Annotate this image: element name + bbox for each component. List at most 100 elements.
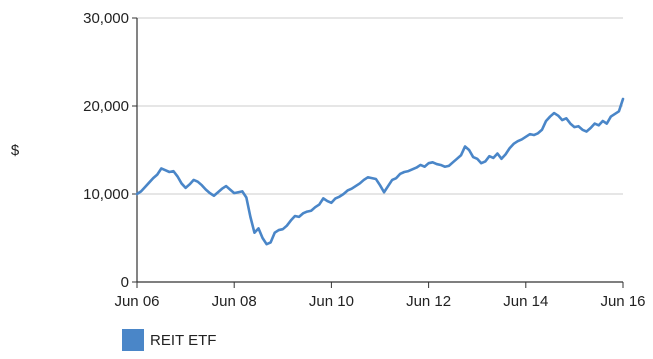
data-point (144, 186, 146, 188)
y-tick-label: 10,000 (83, 186, 129, 203)
data-point (577, 125, 579, 127)
data-point (440, 164, 442, 166)
data-point (351, 188, 353, 190)
data-point (573, 126, 575, 128)
data-point (298, 216, 300, 218)
data-point (383, 191, 385, 193)
data-point (245, 197, 247, 199)
data-point (294, 215, 296, 217)
data-point (545, 120, 547, 122)
data-point (140, 190, 142, 192)
x-tick-label: Jun 10 (309, 293, 354, 310)
data-point (395, 177, 397, 179)
data-point (136, 193, 138, 195)
data-point (306, 211, 308, 213)
data-point (302, 212, 304, 214)
data-point (618, 110, 620, 112)
x-tick-label: Jun 16 (600, 293, 645, 310)
data-point (411, 168, 413, 170)
data-point (233, 192, 235, 194)
data-point (594, 123, 596, 125)
data-point (496, 153, 498, 155)
data-point (177, 175, 179, 177)
data-point (509, 147, 511, 149)
data-point (525, 136, 527, 138)
data-point (168, 171, 170, 173)
data-point (258, 227, 260, 229)
data-point (343, 193, 345, 195)
data-point (456, 158, 458, 160)
data-point (160, 167, 162, 169)
data-point (541, 129, 543, 131)
data-point (347, 189, 349, 191)
data-point (185, 187, 187, 189)
data-point (399, 173, 401, 175)
data-point (318, 204, 320, 206)
data-point (355, 185, 357, 187)
data-point (326, 200, 328, 202)
data-point (476, 158, 478, 160)
data-point (557, 115, 559, 117)
data-point (213, 195, 215, 197)
data-point (460, 154, 462, 156)
data-point (209, 192, 211, 194)
data-point (606, 123, 608, 125)
data-point (371, 177, 373, 179)
data-point (322, 197, 324, 199)
data-point (452, 161, 454, 163)
data-point (339, 196, 341, 198)
data-point (501, 158, 503, 160)
data-point (193, 179, 195, 181)
data-point (529, 133, 531, 135)
data-point (505, 153, 507, 155)
data-point (391, 179, 393, 181)
data-point (330, 202, 332, 204)
data-point (590, 127, 592, 129)
data-point (407, 170, 409, 172)
data-point (282, 228, 284, 230)
data-point (480, 162, 482, 164)
data-point (468, 149, 470, 151)
data-point (553, 112, 555, 114)
data-point (375, 178, 377, 180)
data-point (565, 117, 567, 119)
data-point (205, 189, 207, 191)
data-point (274, 232, 276, 234)
data-point (622, 98, 624, 100)
data-point (582, 129, 584, 131)
data-point (172, 170, 174, 172)
data-point (610, 116, 612, 118)
data-point (237, 191, 239, 193)
data-point (241, 190, 243, 192)
data-point (513, 143, 515, 145)
data-point (367, 176, 369, 178)
y-tick-label: 30,000 (83, 10, 129, 27)
data-point (334, 197, 336, 199)
data-point (286, 225, 288, 227)
data-point (415, 167, 417, 169)
data-point (432, 161, 434, 163)
data-point (420, 164, 422, 166)
data-point (602, 120, 604, 122)
data-point (197, 181, 199, 183)
data-point (428, 162, 430, 164)
data-point (387, 185, 389, 187)
data-point (549, 116, 551, 118)
data-point (379, 184, 381, 186)
data-point (436, 163, 438, 165)
data-point (262, 237, 264, 239)
data-point (221, 188, 223, 190)
data-point (225, 185, 227, 187)
y-tick-label: 20,000 (83, 98, 129, 115)
data-point (586, 131, 588, 133)
data-point (537, 132, 539, 134)
data-point (217, 191, 219, 193)
data-point (363, 179, 365, 181)
data-point (561, 119, 563, 121)
data-point (249, 216, 251, 218)
data-point (424, 166, 426, 168)
y-axis-title: $ (11, 142, 20, 159)
legend: REIT ETF (122, 329, 216, 351)
